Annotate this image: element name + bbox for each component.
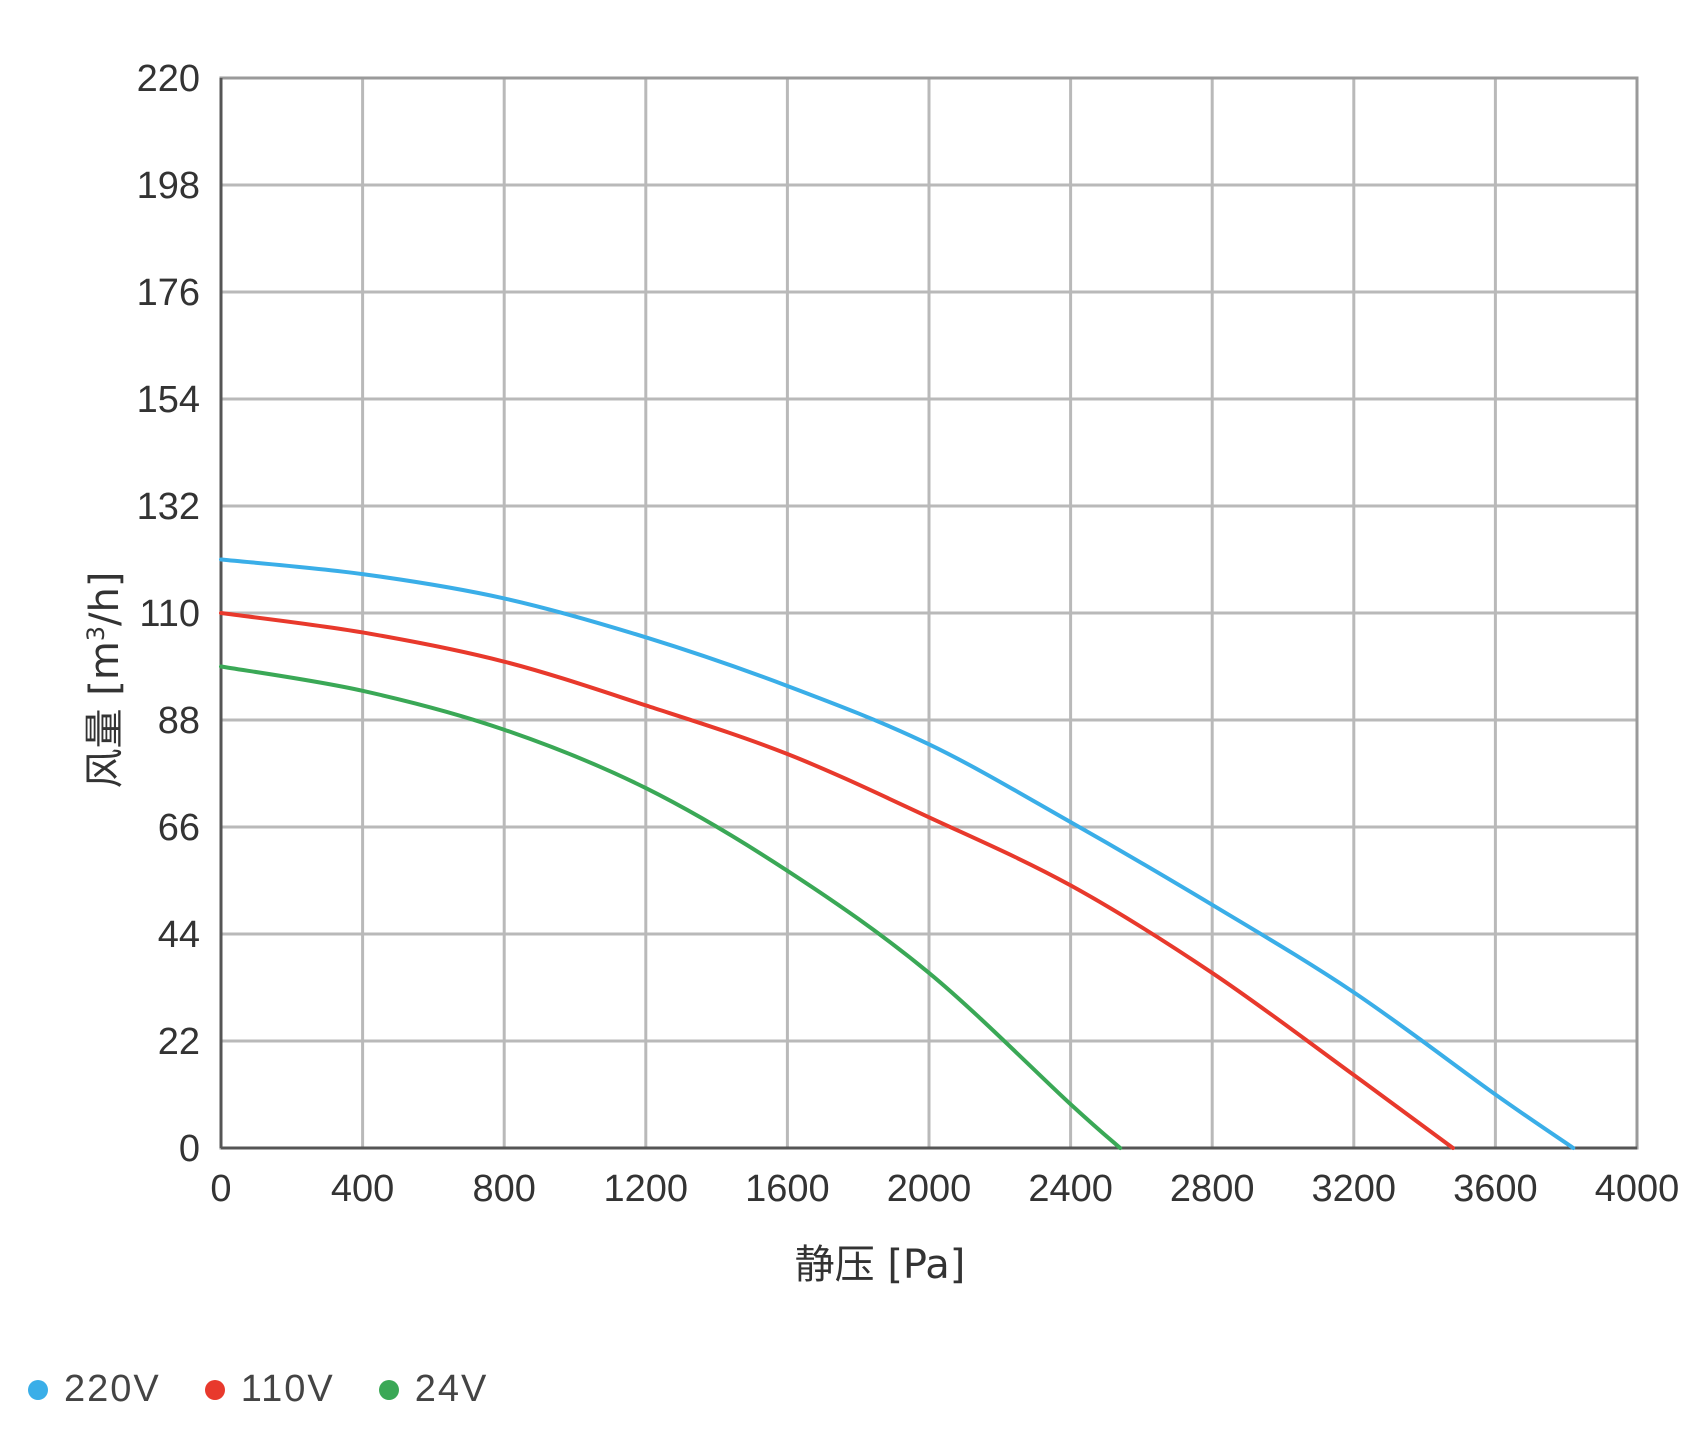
y-tick-label: 0	[179, 1128, 200, 1170]
y-tick-label: 88	[158, 700, 200, 742]
legend-dot-icon	[378, 1379, 399, 1400]
legend-label: 110V	[240, 1368, 335, 1410]
legend: 220V 110V 24V	[28, 1368, 532, 1411]
series-line-220v	[219, 557, 1576, 1150]
legend-item-220v: 220V	[28, 1368, 161, 1411]
x-tick-label: 1600	[745, 1168, 830, 1210]
y-tick-label: 44	[158, 914, 200, 956]
tick-labels: 0 400 800 1200 1600 2000 2400 2800 3200 3600 4000 0…	[137, 58, 1680, 1210]
y-axis-title: 风量 [m3/h]	[82, 571, 128, 788]
y-tick-label: 198	[137, 165, 200, 207]
x-tick-label: 4000	[1595, 1168, 1680, 1210]
y-tick-label: 66	[158, 807, 200, 849]
legend-label: 220V	[64, 1368, 161, 1410]
y-tick-label: 220	[137, 58, 200, 100]
y-tick-label: 22	[158, 1021, 200, 1063]
series-line-24v	[219, 664, 1123, 1150]
y-tick-label: 132	[137, 486, 200, 528]
y-tick-label: 176	[137, 272, 200, 314]
x-tick-label: 2400	[1028, 1168, 1113, 1210]
legend-dot-icon	[204, 1379, 225, 1400]
y-axis-title-sup: 3	[82, 626, 110, 641]
grid	[219, 76, 1639, 1150]
y-tick-label: 154	[137, 379, 200, 421]
x-tick-label: 1200	[604, 1168, 689, 1210]
x-tick-label: 2000	[887, 1168, 972, 1210]
x-tick-label: 400	[331, 1168, 394, 1210]
legend-dot-icon	[28, 1379, 48, 1400]
x-tick-label: 3200	[1312, 1168, 1397, 1210]
x-axis-title: 静压 [Pa]	[795, 1242, 966, 1288]
series-line-110v	[219, 611, 1455, 1150]
series-layer	[219, 557, 1576, 1150]
x-tick-label: 3600	[1453, 1168, 1538, 1210]
legend-item-24v: 24V	[378, 1368, 489, 1411]
y-axis-title-main: 风量 [m	[82, 641, 128, 788]
y-tick-label: 110	[139, 593, 200, 635]
y-axis-title-tail: /h]	[82, 571, 128, 625]
x-tick-label: 2800	[1170, 1168, 1255, 1210]
legend-label: 24V	[414, 1368, 489, 1410]
x-tick-label: 0	[210, 1168, 231, 1210]
x-tick-label: 800	[472, 1168, 535, 1210]
legend-item-110v: 110V	[204, 1368, 335, 1411]
